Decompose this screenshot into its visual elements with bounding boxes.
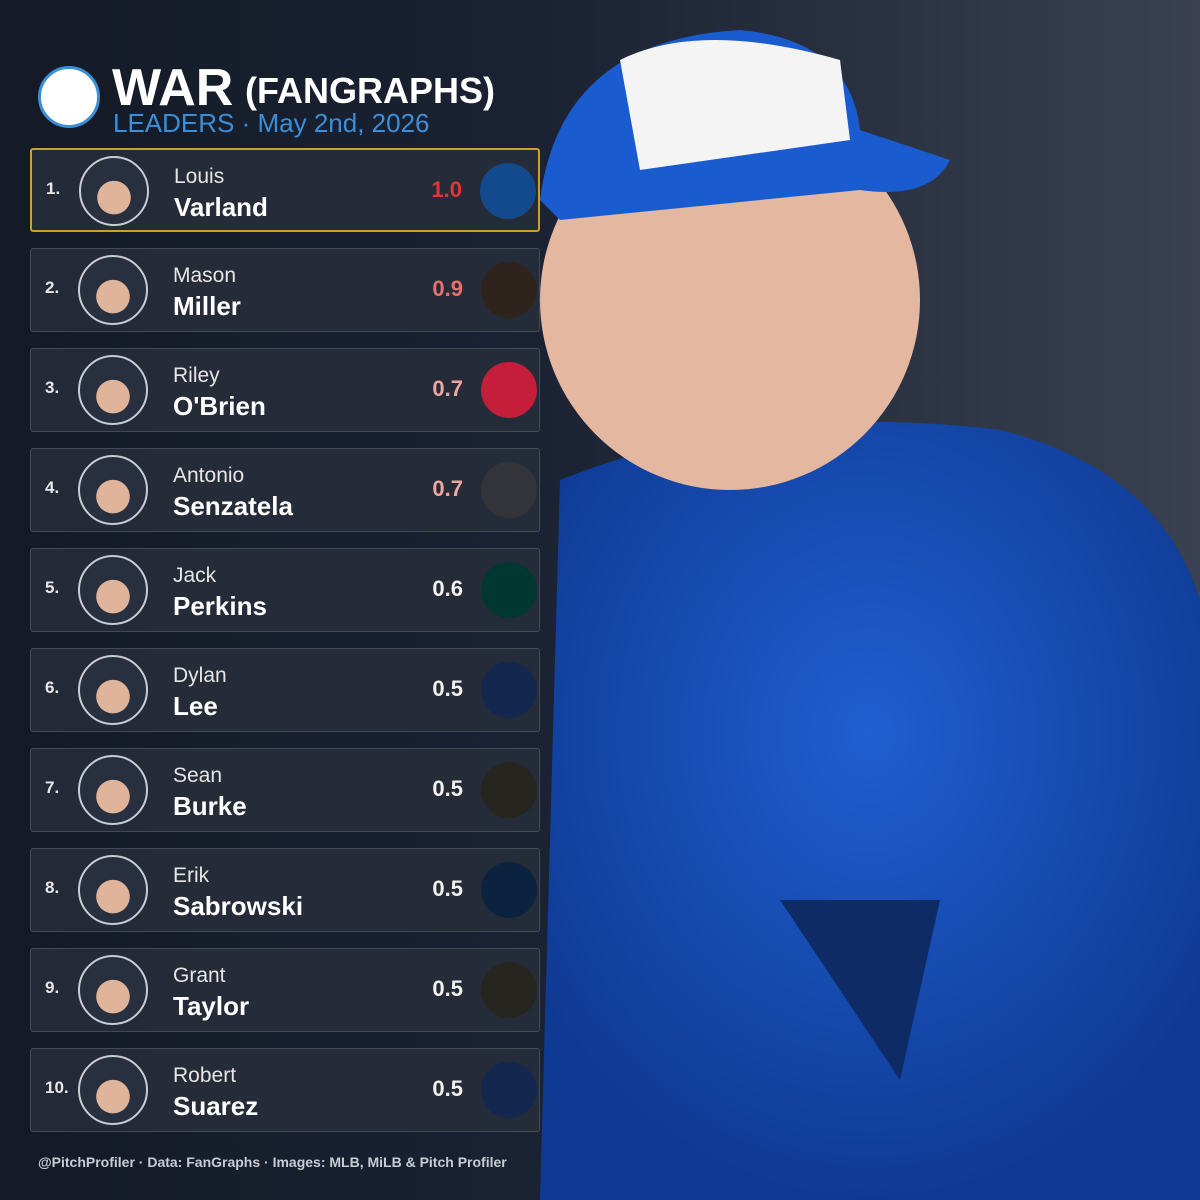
leader-row: 10. Robert Suarez 0.5 [30,1048,540,1132]
first-name: Antonio [173,464,245,487]
war-value: 0.5 [432,876,463,901]
title-suffix: (FANGRAPHS) [245,70,495,111]
first-name: Robert [173,1064,237,1087]
team-logo [481,662,537,718]
rank: 3. [45,378,60,397]
team-logo [481,562,537,618]
rank: 9. [45,978,60,997]
first-name: Dylan [173,664,227,687]
last-name: Lee [173,691,218,721]
title: WAR [112,59,234,117]
leader-row: 4. Antonio Senzatela 0.7 [30,448,540,532]
war-value: 0.6 [432,576,463,601]
war-value: 0.9 [432,276,463,301]
first-name: Mason [173,264,237,287]
team-logo [481,462,537,518]
leader-row: 8. Erik Sabrowski 0.5 [30,848,540,932]
last-name: Perkins [173,591,267,621]
war-value: 0.5 [432,1076,463,1101]
last-name: Miller [173,291,241,321]
last-name: Burke [173,791,247,821]
war-value: 0.5 [432,976,463,1001]
leader-row: 1. Louis Varland 1.0 [30,148,540,232]
player-headshot [78,555,148,625]
rank: 7. [45,778,60,797]
leader-row: 6. Dylan Lee 0.5 [30,648,540,732]
player-headshot [78,1055,148,1125]
rank: 4. [45,478,60,497]
last-name: Sabrowski [173,891,304,921]
first-name: Jack [173,564,217,587]
team-logo [481,262,537,318]
war-value: 0.5 [432,776,463,801]
footer: @PitchProfiler · Data: FanGraphs · Image… [38,1154,507,1170]
team-logo [481,762,537,818]
player-headshot [78,955,148,1025]
rank: 5. [45,578,60,597]
player-headshot [79,156,149,226]
war-value: 0.7 [432,476,463,501]
team-logo [481,862,537,918]
first-name: Erik [173,864,210,887]
rank: 6. [45,678,60,697]
brand-logo [38,66,100,128]
rank: 1. [46,179,61,198]
team-logo [480,163,536,219]
leader-row: 9. Grant Taylor 0.5 [30,948,540,1032]
leader-row: 5. Jack Perkins 0.6 [30,548,540,632]
war-value: 0.7 [432,376,463,401]
first-name: Riley [173,364,220,387]
first-name: Louis [174,165,225,188]
subtitle: LEADERS · May 2nd, 2026 [113,108,430,138]
player-headshot [78,255,148,325]
last-name: Senzatela [173,491,293,521]
leader-row: 7. Sean Burke 0.5 [30,748,540,832]
leader-row: 3. Riley O'Brien 0.7 [30,348,540,432]
team-logo [481,1062,537,1118]
war-value: 0.5 [432,676,463,701]
first-name: Sean [173,764,223,787]
rank: 10. [45,1078,69,1097]
player-headshot [78,755,148,825]
player-headshot [78,455,148,525]
last-name: Taylor [173,991,250,1021]
last-name: O'Brien [173,391,266,421]
leader-row: 2. Mason Miller 0.9 [30,248,540,332]
rank: 8. [45,878,60,897]
last-name: Suarez [173,1091,259,1121]
war-value: 1.0 [431,177,462,202]
team-logo [481,362,537,418]
player-headshot [78,355,148,425]
player-headshot [78,655,148,725]
first-name: Grant [173,964,226,987]
rank: 2. [45,278,60,297]
last-name: Varland [174,192,268,222]
team-logo [481,962,537,1018]
player-headshot [78,855,148,925]
